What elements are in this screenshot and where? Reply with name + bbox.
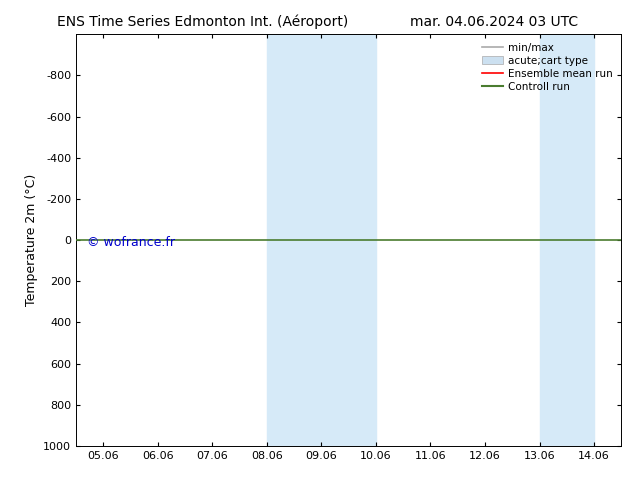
Text: mar. 04.06.2024 03 UTC: mar. 04.06.2024 03 UTC	[410, 15, 579, 29]
Bar	[294, 34, 376, 446]
Text: ENS Time Series Edmonton Int. (Aéroport): ENS Time Series Edmonton Int. (Aéroport)	[57, 15, 349, 29]
Text: © wofrance.fr: © wofrance.fr	[87, 236, 175, 248]
Bar	[567, 34, 594, 446]
Bar	[540, 34, 567, 446]
Legend: min/max, acute;cart type, Ensemble mean run, Controll run: min/max, acute;cart type, Ensemble mean …	[479, 40, 616, 95]
Bar	[267, 34, 294, 446]
Y-axis label: Temperature 2m (°C): Temperature 2m (°C)	[25, 174, 37, 306]
